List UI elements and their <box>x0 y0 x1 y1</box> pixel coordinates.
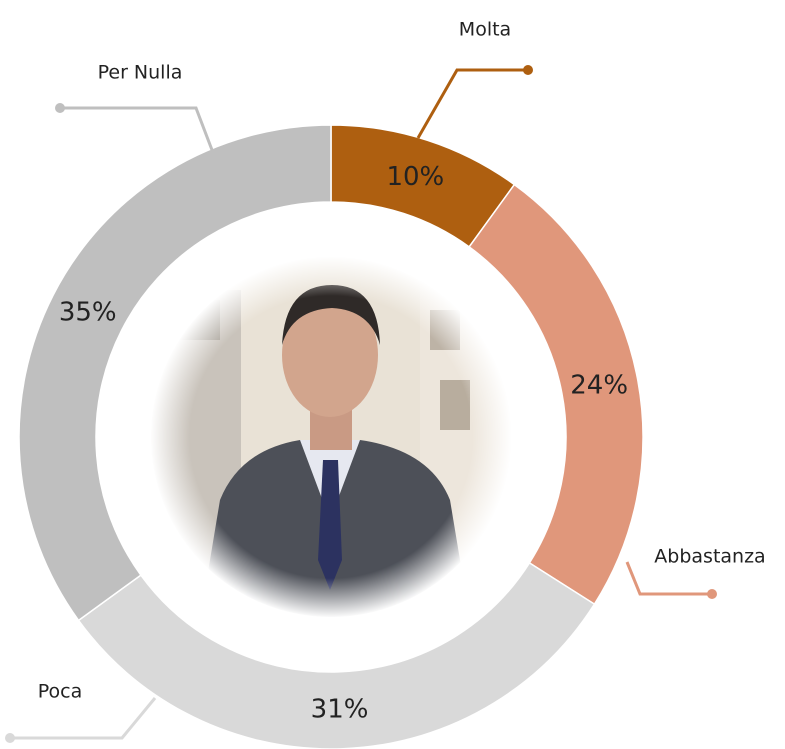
value-label: 35% <box>59 298 117 328</box>
ring <box>18 124 644 749</box>
leader-dot <box>707 589 717 599</box>
labels: 10% Molta 24% Abbastanza 31% Poca 35% Per Nulla <box>5 19 766 743</box>
category-label: Molta <box>459 19 511 41</box>
leader-dot <box>5 733 15 743</box>
leader-line <box>625 561 712 596</box>
photo-fade <box>150 256 512 618</box>
leader-dot <box>523 65 533 75</box>
category-label: Abbastanza <box>654 546 765 568</box>
category-label: Poca <box>38 681 83 703</box>
category-label: Per Nulla <box>98 62 183 84</box>
leader-line <box>60 106 214 151</box>
leader-dot <box>55 103 65 113</box>
slice <box>77 561 596 749</box>
slice <box>18 124 332 622</box>
value-label: 31% <box>311 694 369 724</box>
value-label: 10% <box>386 162 444 192</box>
value-label: 24% <box>570 370 628 400</box>
leader-line <box>416 68 528 139</box>
leader-line <box>10 697 157 740</box>
